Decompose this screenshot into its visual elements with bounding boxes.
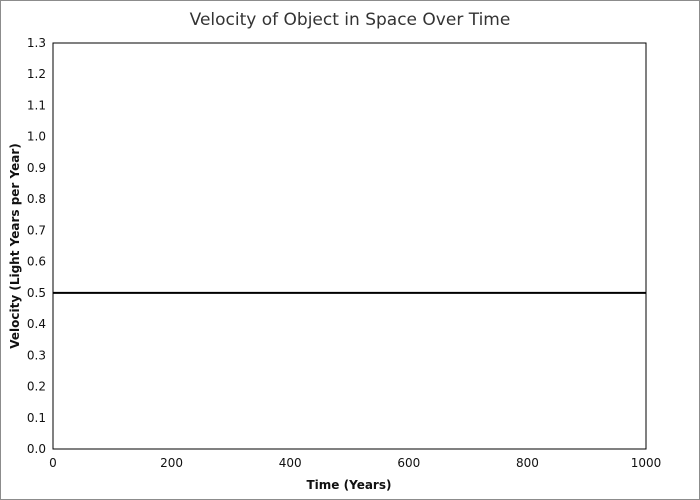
x-tick-label: 200 xyxy=(160,456,183,470)
y-tick-label: 1.2 xyxy=(27,67,46,81)
y-axis-ticks: 0.0 0.1 0.2 0.3 0.4 0.5 0.6 0.7 0.8 0.9 1.0 1.1 1.2 1… xyxy=(27,36,46,456)
x-tick-label: 800 xyxy=(516,456,539,470)
y-tick-label: 1.1 xyxy=(27,98,46,112)
y-tick-label: 0.2 xyxy=(27,380,46,394)
y-tick-label: 0.7 xyxy=(27,223,46,237)
x-tick-label: 0 xyxy=(49,456,57,470)
x-tick-label: 600 xyxy=(397,456,420,470)
y-tick-label: 0.9 xyxy=(27,161,46,175)
y-tick-label: 1.0 xyxy=(27,130,46,144)
y-tick-label: 1.3 xyxy=(27,36,46,50)
y-tick-label: 0.5 xyxy=(27,286,46,300)
y-tick-label: 0.8 xyxy=(27,192,46,206)
chart-title: Velocity of Object in Space Over Time xyxy=(190,10,511,30)
y-tick-label: 0.0 xyxy=(27,442,46,456)
y-tick-label: 0.6 xyxy=(27,255,46,269)
y-tick-label: 0.3 xyxy=(27,348,46,362)
plot-area xyxy=(52,42,647,450)
y-axis-label: Velocity (Light Years per Year) xyxy=(8,143,22,349)
x-axis-ticks: 0 200 400 600 800 1000 xyxy=(49,456,661,470)
y-tick-label: 0.4 xyxy=(27,317,46,331)
x-tick-label: 1000 xyxy=(631,456,662,470)
x-axis-label: Time (Years) xyxy=(307,478,392,492)
y-tick-label: 0.1 xyxy=(27,411,46,425)
x-tick-label: 400 xyxy=(279,456,302,470)
